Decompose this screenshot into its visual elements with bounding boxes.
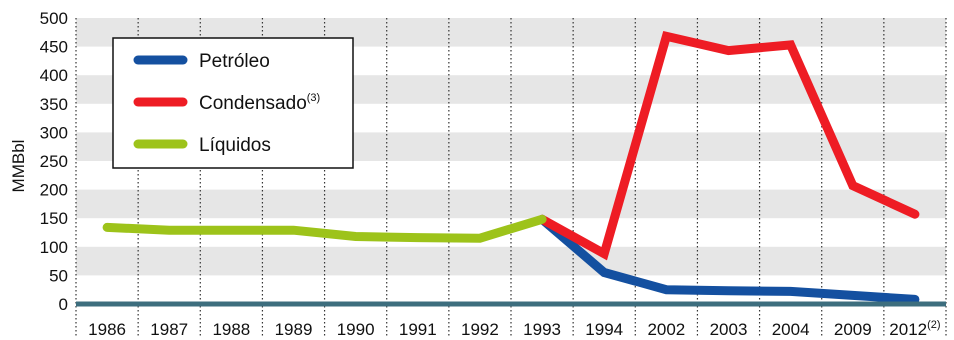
x-tick-label: 1992 <box>461 320 499 339</box>
x-tick-label: 2004 <box>772 320 810 339</box>
grid-band <box>76 189 946 219</box>
y-tick-label: 100 <box>40 238 68 257</box>
x-tick-label: 2009 <box>834 320 872 339</box>
y-tick-label: 250 <box>40 152 68 171</box>
y-axis-label: MMBbl <box>9 140 28 193</box>
x-tick-label: 1994 <box>585 320 623 339</box>
x-tick-label: 1990 <box>337 320 375 339</box>
y-tick-label: 350 <box>40 95 68 114</box>
y-tick-label: 400 <box>40 66 68 85</box>
y-tick-label: 150 <box>40 209 68 228</box>
y-axis-ticks: 0 50 100 150 200 250 300 350 400 450 500 <box>40 9 68 314</box>
y-tick-label: 300 <box>40 123 68 142</box>
x-tick-label: 2003 <box>710 320 748 339</box>
x-tick-label: 2002 <box>647 320 685 339</box>
x-tick-label: 2012(2) <box>889 319 940 339</box>
legend-label: Condensado(3) <box>199 92 320 114</box>
legend-label: Líquidos <box>199 135 271 156</box>
legend-label: Petróleo <box>199 51 270 72</box>
x-tick-label: 1988 <box>212 320 250 339</box>
series-line-2 <box>537 30 920 261</box>
legend: Petróleo Condensado(3) Líquidos <box>112 37 354 169</box>
y-tick-label: 0 <box>59 295 68 314</box>
y-tick-label: 450 <box>40 38 68 57</box>
x-axis-ticks: 1986 1987 1988 1989 1990 1991 1992 1993 1994 2002… <box>88 319 940 339</box>
series-lines <box>102 30 920 304</box>
series-line-3 <box>102 214 547 243</box>
y-tick-label: 500 <box>40 9 68 28</box>
x-tick-label: 1989 <box>275 320 313 339</box>
x-tick-label: 1986 <box>88 320 126 339</box>
y-tick-label: 50 <box>49 266 68 285</box>
x-tick-label: 1987 <box>150 320 188 339</box>
x-tick-label: 1991 <box>399 320 437 339</box>
x-tick-label: 1993 <box>523 320 561 339</box>
y-tick-label: 200 <box>40 181 68 200</box>
series-line-1 <box>537 214 920 304</box>
